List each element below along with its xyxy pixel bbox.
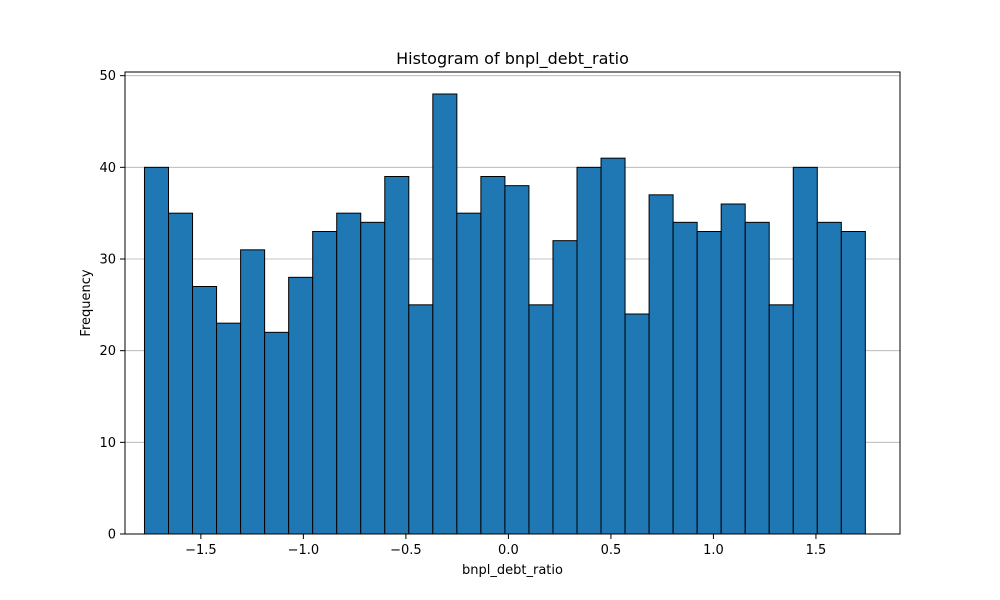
x-tick-label: −1.5 xyxy=(185,543,217,558)
histogram-bar xyxy=(696,231,722,535)
histogram-bar xyxy=(648,194,674,535)
histogram-bar xyxy=(288,276,314,535)
histogram-bar xyxy=(504,185,530,535)
y-tick-label: 40 xyxy=(99,161,116,176)
histogram-bar xyxy=(720,203,746,535)
histogram-bar xyxy=(240,249,266,535)
histogram-bar xyxy=(264,331,290,535)
histogram-bar xyxy=(360,221,386,535)
x-tick-label: −1.0 xyxy=(288,543,320,558)
histogram-bar xyxy=(672,221,698,535)
histogram-bar xyxy=(432,93,458,535)
x-axis-label: bnpl_debt_ratio xyxy=(462,563,563,578)
histogram-bar xyxy=(816,221,842,535)
x-tick-label: −0.5 xyxy=(390,543,422,558)
histogram-bar xyxy=(552,240,578,535)
plot-frame xyxy=(124,71,901,535)
x-axis-ticks: −1.5 −1.0 −0.5 0.0 0.5 1.0 1.5 xyxy=(185,534,826,558)
histogram-bar xyxy=(408,304,434,535)
x-tick-label: 1.5 xyxy=(806,543,827,558)
histogram-bar xyxy=(480,176,506,535)
y-tick-label: 30 xyxy=(99,253,116,268)
histogram-bar xyxy=(576,166,602,535)
histogram-bar xyxy=(168,212,194,535)
y-axis-ticks: 0 10 20 30 40 50 xyxy=(99,69,125,543)
histogram-bar xyxy=(216,322,242,535)
histogram-bar xyxy=(336,212,362,535)
y-axis-label: Frequency xyxy=(79,269,94,336)
histogram-bar xyxy=(143,166,170,535)
histogram-bar xyxy=(600,157,626,535)
histogram-bar xyxy=(456,212,482,535)
y-tick-label: 20 xyxy=(99,344,116,359)
histogram-bar xyxy=(792,166,818,535)
histogram-bar xyxy=(192,286,218,535)
x-tick-label: 1.0 xyxy=(703,543,724,558)
histogram-bar xyxy=(384,176,410,535)
histogram-bar xyxy=(744,221,770,535)
chart-title: Histogram of bnpl_debt_ratio xyxy=(396,49,629,69)
histogram-bar xyxy=(840,231,866,535)
y-tick-label: 10 xyxy=(99,436,116,451)
histogram-bar xyxy=(312,231,338,535)
y-tick-label: 0 xyxy=(108,528,116,543)
y-tick-label: 50 xyxy=(99,69,116,84)
histogram-bar xyxy=(624,313,650,535)
x-tick-label: 0.0 xyxy=(498,543,519,558)
histogram-bar xyxy=(528,304,554,535)
x-tick-label: 0.5 xyxy=(601,543,622,558)
histogram-bar xyxy=(768,304,794,535)
